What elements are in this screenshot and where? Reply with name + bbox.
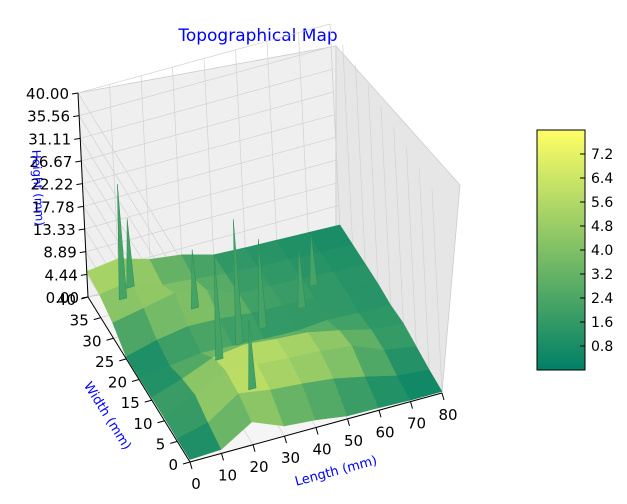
y-gridline	[380, 106, 392, 311]
z-tick-mark	[78, 228, 85, 231]
x-tick-label: 20	[249, 458, 268, 476]
z-tick-label: 40.00	[26, 85, 69, 103]
z-tick-label: 4.44	[44, 266, 77, 284]
x-tick-label: 30	[281, 449, 300, 467]
y-gridline	[431, 188, 443, 394]
surface-patch	[397, 369, 443, 401]
x-axis-label: Length (mm)	[293, 453, 378, 489]
z-tick-mark	[79, 251, 86, 254]
colorbar-tick-label: 6.4	[591, 171, 613, 187]
colorbar-tick-label: 7.2	[591, 147, 613, 163]
y-tick-label: 30	[82, 332, 101, 350]
x-tick-label: 60	[375, 423, 394, 441]
x-tick-label: 10	[218, 466, 237, 484]
z-tick-mark	[73, 115, 80, 118]
x-tick-mark	[252, 444, 256, 452]
y-gridline	[342, 44, 354, 249]
x-tick-mark	[221, 453, 224, 461]
z-tick-label: 13.33	[33, 221, 76, 239]
surface-spike	[213, 254, 224, 361]
colorbar-tick-label: 4.0	[591, 243, 613, 259]
x-tick-label: 50	[344, 432, 363, 450]
x-tick-label: 0	[191, 475, 201, 493]
z-tick-mark	[77, 205, 84, 208]
z-tick-label: 22.22	[30, 176, 73, 194]
y-tick-label: 10	[133, 415, 152, 433]
x-tick-label: 70	[407, 415, 426, 433]
chart-title: Topographical Map	[177, 26, 337, 46]
colorbar-tick-label: 5.6	[591, 195, 613, 211]
y-tick-label: 5	[156, 435, 166, 453]
x-tick-mark	[189, 461, 193, 470]
colorbar-gradient	[536, 129, 586, 371]
z-axis-label: Height (mm)	[29, 149, 47, 226]
y-tick-mark	[157, 420, 165, 424]
y-tick-label: 20	[108, 374, 127, 392]
z-tick-mark	[71, 92, 79, 95]
colorbar-tick-label: 2.4	[591, 291, 613, 307]
y-tick-label: 40	[57, 291, 76, 309]
x-tick-mark	[378, 410, 382, 418]
surface-spike	[297, 244, 306, 310]
y-tick-mark	[182, 461, 191, 465]
y-tick-mark	[119, 358, 127, 362]
surface-spike	[117, 184, 128, 301]
colorbar: 0.8 1.6 2.4 3.2 4.0 4.8 5.6 6.4 7.2	[536, 129, 613, 371]
x-tick-label: 40	[312, 441, 331, 459]
x-tick-mark	[284, 435, 287, 444]
y-tick-label: 15	[121, 394, 140, 412]
surface-spike	[233, 219, 244, 346]
y-gridline	[367, 85, 379, 290]
y-tick-mark	[144, 399, 152, 403]
y-tick-mark	[170, 440, 178, 444]
z-axis-line	[77, 92, 89, 298]
colorbar-tick-label: 0.8	[591, 339, 613, 355]
surface-spike	[126, 218, 135, 289]
z-tick-mark	[74, 137, 81, 140]
x-tick-mark	[441, 392, 445, 401]
y-gridline	[418, 168, 430, 373]
x-tick-mark	[410, 401, 413, 409]
y-tick-label: 35	[70, 312, 89, 330]
z-tick-mark	[75, 160, 82, 163]
z-tick-mark	[80, 273, 87, 276]
y-tick-mark	[106, 337, 114, 341]
surface-spike	[258, 238, 267, 330]
colorbar-tick-label: 3.2	[591, 267, 613, 283]
y-tick-label: 0	[168, 456, 178, 474]
y-gridline	[393, 127, 405, 332]
surface-spike	[309, 231, 318, 287]
y-tick-label: 25	[95, 353, 114, 371]
z-tick-label: 0.00	[46, 289, 79, 307]
z-tick-label: 31.11	[28, 130, 71, 148]
surface-spike	[248, 320, 257, 391]
x-tick-mark	[347, 418, 350, 427]
z-tick-label: 26.67	[29, 153, 72, 171]
colorbar-tick-label: 1.6	[591, 315, 613, 331]
colorbar-ticks: 0.8 1.6 2.4 3.2 4.0 4.8 5.6 6.4 7.2	[580, 147, 613, 355]
y-tick-mark	[131, 379, 140, 382]
z-tick-mark	[81, 296, 89, 299]
x-tick-label: 80	[438, 406, 457, 424]
x-tick-mark	[315, 427, 319, 435]
z-tick-label: 17.78	[32, 198, 75, 216]
axis-ticks: 0 10 20 30 40 50 60 70 8005101520253035400.004.4…	[26, 85, 458, 493]
z-tick-label: 35.56	[27, 108, 70, 126]
y-tick-mark	[93, 317, 101, 321]
y-gridline	[329, 23, 341, 229]
surface-mesh	[86, 184, 443, 460]
colorbar-tick-label: 4.8	[591, 219, 613, 235]
y-gridline	[355, 65, 366, 270]
z-tick-label: 8.89	[43, 244, 76, 262]
y-gridline	[406, 147, 417, 352]
z-tick-mark	[76, 183, 83, 186]
surface-spike	[190, 249, 200, 310]
